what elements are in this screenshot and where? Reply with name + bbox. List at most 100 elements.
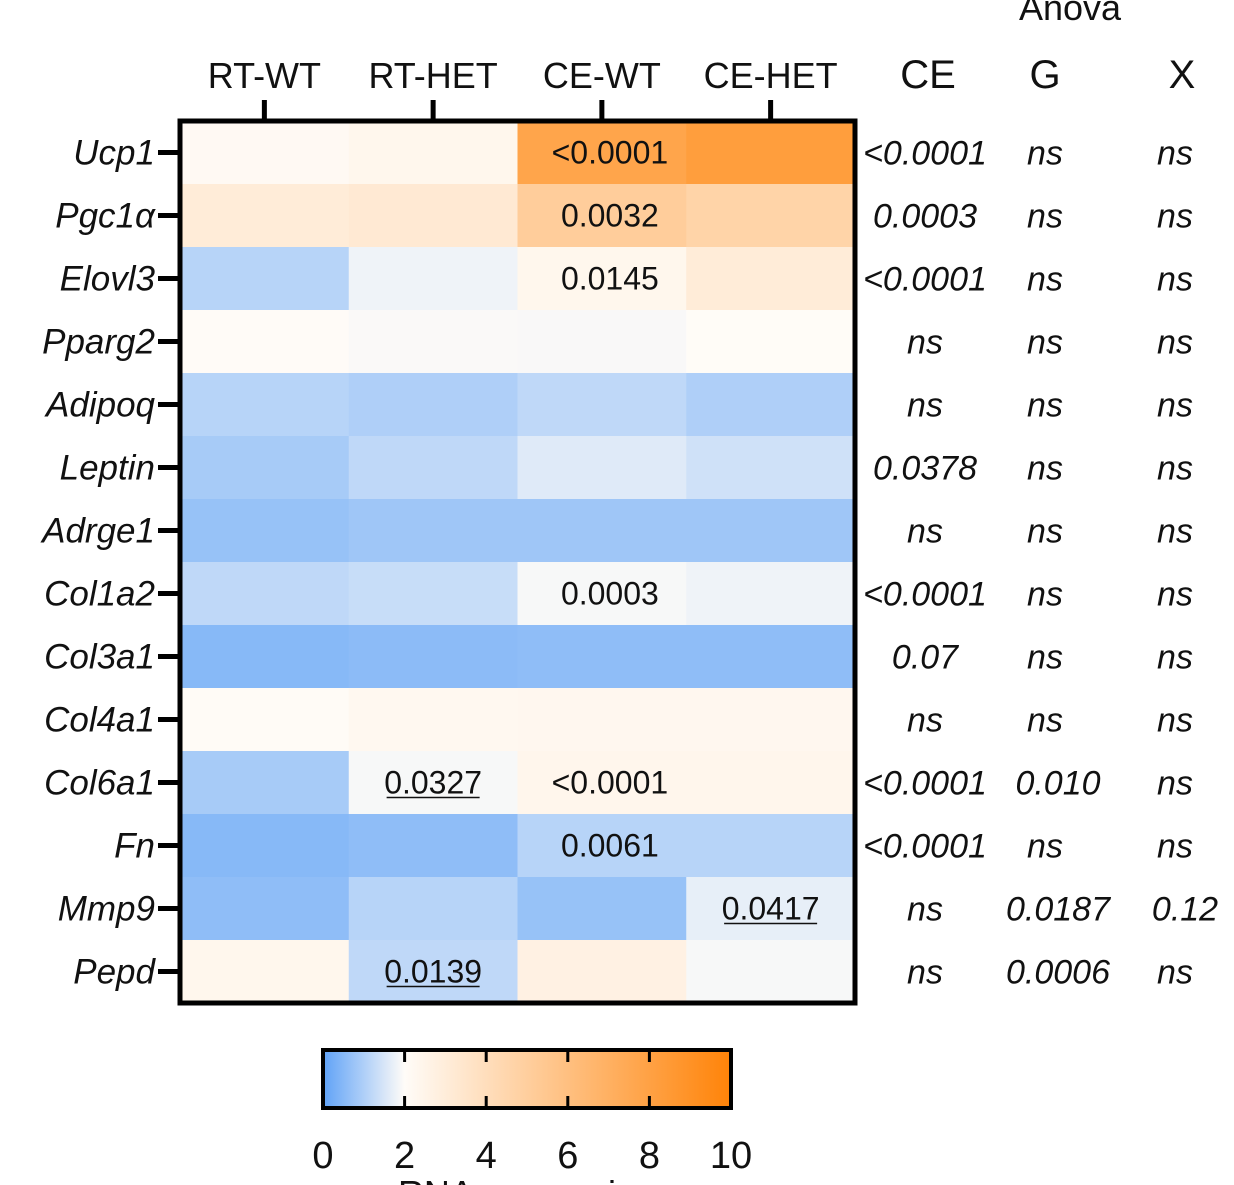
row-label: Pparg2 [42,323,155,362]
heatmap-cell [348,688,518,752]
cell-pvalue-label: 0.0003 [561,576,659,612]
heatmap-cell [517,940,687,1004]
row-label: Col3a1 [44,638,155,677]
cell-pvalue-label: 0.0139 [384,954,482,990]
row-label: Col4a1 [44,701,155,740]
heatmap-cell [180,436,350,500]
cell-pvalue-label: 0.0061 [561,828,659,864]
anova-cell: ns [1157,828,1193,866]
anova-cell: ns [907,954,943,992]
heatmap-cell [517,436,687,500]
anova-title: Anova [1019,0,1122,28]
heatmap-cell [180,877,350,941]
column-headers: RT-WT RT-HET CE-WT CE-HET [208,55,838,121]
anova-cell: <0.0001 [863,261,987,299]
colorbar-tick-label: 0 [312,1135,333,1177]
heatmap-cell [180,121,350,185]
heatmap-cell [517,121,687,185]
heatmap-cell [180,499,350,563]
anova-cell: ns [1027,702,1063,740]
anova-cell: 0.0006 [1006,954,1110,992]
colorbar-tick-label: 8 [639,1135,660,1177]
heatmap-cell [686,688,856,752]
heatmap-cell [348,247,518,311]
cell-pvalue-label: <0.0001 [552,765,669,801]
row-label: Adipoq [44,386,156,425]
heatmap-cell [686,814,856,878]
anova-cell: ns [1027,576,1063,614]
row-label: Col6a1 [44,764,155,803]
anova-header: CE [900,53,956,97]
anova-cell: ns [1157,198,1193,236]
anova-cell: ns [907,387,943,425]
heatmap-cell [686,184,856,248]
heatmap-frame [177,118,858,1006]
heatmap-cell [686,310,856,374]
heatmap-cell [517,562,687,626]
anova-cell: ns [1027,828,1063,866]
anova-cell: ns [1027,324,1063,362]
anova-cell: ns [1027,387,1063,425]
heatmap-cell [686,436,856,500]
heatmap-cell-labels: <0.0001 0.0032 0.0145 0.0003 0.0327 <0.0001 0.… [384,135,819,990]
colorbar-tick-label: 2 [394,1135,415,1177]
colorbar: 0 2 4 6 8 10 RNA expression [312,1048,752,1185]
heatmap-cell [686,751,856,815]
anova-header: G [1029,53,1060,97]
heatmap-cells [180,121,856,1004]
anova-cell: ns [1027,135,1063,173]
heatmap-cell [348,625,518,689]
heatmap-cell [348,184,518,248]
anova-cell: ns [1157,135,1193,173]
heatmap-cell [348,373,518,437]
cell-pvalue-label: 0.0032 [561,198,659,234]
heatmap-cell [348,310,518,374]
row-label: Col1a2 [44,575,155,614]
heatmap-cell [686,247,856,311]
anova-cell: ns [907,891,943,929]
column-header-label: RT-HET [368,55,497,96]
anova-cell: ns [907,324,943,362]
anova-cell: ns [1157,954,1193,992]
heatmap-cell [517,184,687,248]
heatmap-cell [180,625,350,689]
heatmap-cell [517,751,687,815]
row-labels: Ucp1 Pgc1α Elovl3 Pparg2 Adipoq Leptin Adrge1 C… [40,134,180,992]
anova-cell: ns [1027,450,1063,488]
row-label: Adrge1 [40,512,155,551]
anova-cell: ns [1027,261,1063,299]
row-label: Pgc1α [55,197,156,236]
anova-cell: <0.0001 [863,828,987,866]
heatmap-cell [348,499,518,563]
anova-cell: ns [1157,324,1193,362]
anova-cell: ns [1027,513,1063,551]
anova-header: X [1169,53,1196,97]
heatmap-cell [686,625,856,689]
anova-cell: 0.0378 [873,450,977,488]
colorbar-gradient [321,1048,733,1110]
heatmap-cell [686,373,856,437]
anova-cell: ns [1157,639,1193,677]
colorbar-tick-label: 10 [710,1135,752,1177]
heatmap-cell [348,877,518,941]
heatmap-cell [686,562,856,626]
anova-table: Anova CE G X <0.0001 ns ns 0.0003 ns ns <0.0001 ns n… [863,0,1218,992]
anova-cell: <0.0001 [863,576,987,614]
anova-cell: ns [1157,765,1193,803]
heatmap-cell [686,499,856,563]
heatmap-cell [348,814,518,878]
heatmap-cell [180,310,350,374]
heatmap-cell [180,688,350,752]
anova-cell: ns [907,513,943,551]
heatmap-cell [517,373,687,437]
anova-cell: ns [1157,702,1193,740]
heatmap-cell [348,940,518,1004]
heatmap-cell [517,814,687,878]
heatmap-cell [180,814,350,878]
cell-pvalue-label: 0.0145 [561,261,659,297]
anova-cell: 0.12 [1152,891,1218,929]
heatmap-cell [517,688,687,752]
heatmap-cell [180,940,350,1004]
cell-pvalue-label: 0.0327 [384,765,482,801]
